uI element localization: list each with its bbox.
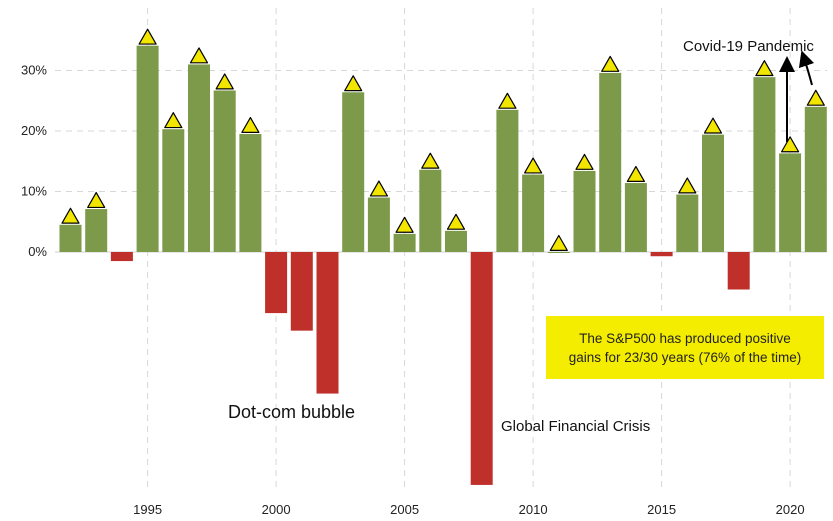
bar-2002 — [316, 252, 339, 394]
bar-2004 — [367, 197, 390, 252]
axis-ticks: 0% 10% 20% 30% 1995 2000 2005 2010 2015 2020 — [21, 63, 805, 518]
bar-2012 — [573, 170, 596, 252]
y-tick-label: 30% — [21, 63, 47, 78]
bar-2009 — [496, 109, 519, 252]
x-tick-label: 2010 — [519, 502, 548, 517]
callout-box: The S&P500 has produced positive gains f… — [546, 316, 824, 379]
bar-1996 — [162, 129, 185, 252]
triangle-marker-2017 — [703, 117, 723, 134]
bar-2018 — [727, 252, 750, 290]
triangle-marker-2009 — [498, 92, 517, 109]
bar-2006 — [419, 169, 442, 252]
x-tick-label: 2000 — [262, 502, 291, 517]
triangle-marker-1996 — [164, 112, 183, 129]
triangle-marker-2014 — [626, 165, 645, 183]
covid-arrow-2 — [798, 50, 815, 86]
annotation-dotcom-bubble: Dot-com bubble — [228, 402, 355, 422]
x-tick-label: 2005 — [390, 502, 419, 517]
triangle-marker-2019 — [755, 60, 774, 77]
triangle-marker-1999 — [241, 116, 260, 133]
bar-1993 — [85, 209, 108, 252]
triangle-marker-2021 — [806, 89, 825, 106]
bar-2014 — [624, 183, 647, 252]
triangle-marker-1998 — [215, 73, 234, 90]
bar-2003 — [342, 92, 365, 252]
bar-1994 — [110, 252, 133, 262]
bar-2017 — [702, 134, 724, 252]
annotation-global-financial-crisis: Global Financial Crisis — [501, 418, 650, 435]
callout-line-1: The S&P500 has produced positive — [579, 330, 791, 346]
bar-2007 — [445, 230, 467, 252]
triangle-marker-2013 — [601, 55, 620, 72]
bar-1999 — [239, 134, 262, 252]
triangle-marker-2004 — [369, 180, 388, 197]
triangle-marker-2003 — [344, 75, 363, 92]
bar-2019 — [753, 77, 776, 252]
y-tick-label: 0% — [28, 244, 47, 259]
bar-2010 — [522, 174, 545, 252]
annotation-covid-19-pandemic: Covid-19 Pandemic — [683, 38, 814, 55]
bars — [59, 45, 827, 485]
bar-2000 — [265, 252, 288, 314]
bar-2008 — [470, 252, 493, 485]
bar-2020 — [779, 153, 802, 252]
bar-2015 — [650, 252, 673, 257]
x-tick-label: 2015 — [647, 502, 676, 517]
triangle-marker-1997 — [189, 47, 209, 64]
bar-1992 — [59, 224, 82, 252]
triangle-marker-1995 — [138, 28, 157, 45]
x-tick-label: 2020 — [776, 502, 805, 517]
triangle-markers — [61, 28, 825, 251]
x-tick-label: 1995 — [133, 502, 162, 517]
triangle-marker-2007 — [446, 213, 466, 230]
y-tick-label: 10% — [21, 184, 47, 199]
triangle-marker-2010 — [524, 157, 543, 174]
bar-2001 — [290, 252, 313, 331]
triangle-marker-2020 — [781, 136, 800, 153]
bar-1998 — [213, 90, 236, 252]
callout-line-2: gains for 23/30 years (76% of the time) — [568, 349, 802, 365]
bar-1995 — [136, 45, 159, 252]
triangle-marker-2006 — [421, 152, 440, 169]
bar-1997 — [188, 64, 210, 252]
bar-2011 — [547, 252, 570, 253]
triangle-marker-1992 — [61, 207, 80, 224]
triangle-marker-1993 — [87, 191, 106, 209]
triangle-marker-2005 — [395, 216, 414, 233]
triangle-marker-2012 — [575, 153, 594, 170]
bar-2021 — [804, 106, 827, 252]
bar-2016 — [676, 194, 699, 252]
triangle-marker-2011 — [549, 234, 568, 251]
bar-2013 — [599, 72, 622, 252]
triangle-marker-2016 — [678, 177, 697, 194]
y-tick-label: 20% — [21, 123, 47, 138]
bar-2005 — [393, 233, 416, 252]
